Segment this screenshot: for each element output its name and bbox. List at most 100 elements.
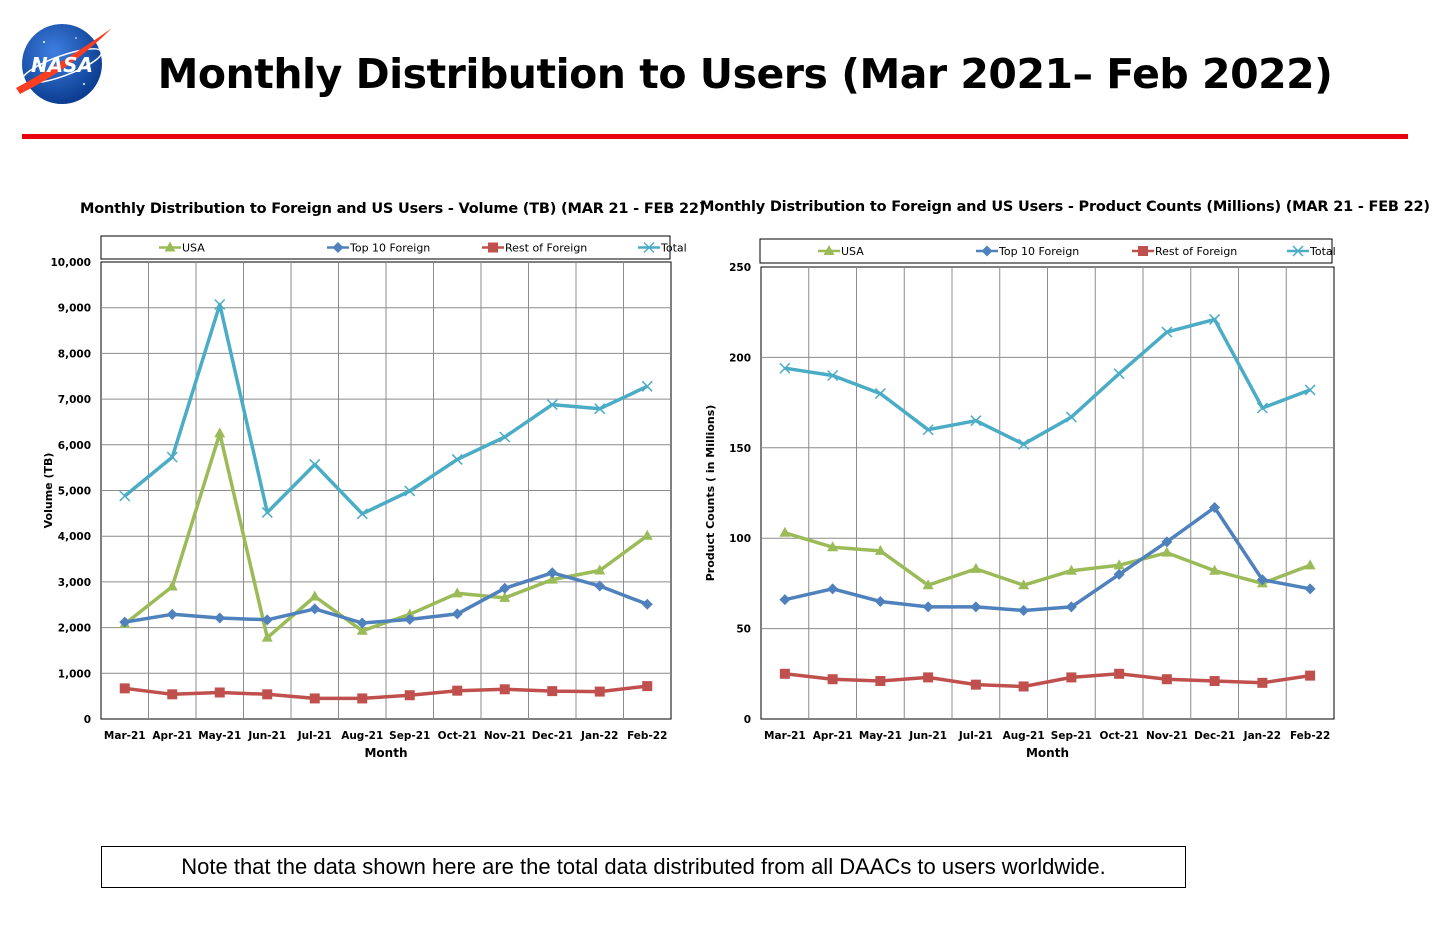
c1-legend-label: USA <box>182 242 205 255</box>
c1-xtick-label: Oct-21 <box>438 730 477 742</box>
c2-point-total <box>1256 402 1268 414</box>
c2-point-top-10-foreign <box>1018 605 1030 617</box>
c2-xtick-label: Oct-21 <box>1100 730 1139 742</box>
c2-legend-label: Top 10 Foreign <box>998 245 1079 258</box>
c1-series-top-10-foreign <box>119 567 653 629</box>
c2-legend-box <box>759 238 1333 264</box>
c2-ytick-label: 150 <box>729 443 751 455</box>
c2-point-top-10-foreign <box>1304 583 1316 595</box>
c1-point-top-10-foreign <box>404 613 416 625</box>
c1-point-top-10-foreign <box>214 612 226 624</box>
c1-legend-marker <box>332 242 344 253</box>
c1-legend-item: Total <box>638 242 687 255</box>
c1-point-usa <box>214 427 226 438</box>
c2-point-total <box>874 388 886 400</box>
c2-legend-item: Total <box>1287 245 1336 258</box>
c1-point-usa <box>166 580 178 591</box>
c2-xtick-label: Dec-21 <box>1194 730 1235 742</box>
c1-ytick-label: 5,000 <box>58 486 91 498</box>
c2-xtick-label: Aug-21 <box>1003 730 1045 742</box>
c1-point-rest-of-foreign <box>357 693 368 704</box>
c1-point-total <box>641 380 653 392</box>
c1-ytick-label: 9,000 <box>58 303 91 315</box>
c2-point-usa <box>779 526 791 537</box>
c2-point-rest-of-foreign <box>1161 674 1172 685</box>
c1-ytick-label: 10,000 <box>50 257 91 269</box>
c2-point-total <box>1065 411 1077 423</box>
c1-point-total <box>451 453 463 465</box>
c1-point-top-10-foreign <box>499 582 511 594</box>
c2-point-total <box>1209 313 1221 325</box>
c1-point-usa <box>356 624 368 635</box>
c1-point-top-10-foreign <box>641 598 653 610</box>
c2-point-top-10-foreign <box>1113 568 1125 580</box>
c1-point-total <box>356 508 368 520</box>
c2-point-usa <box>1113 559 1125 570</box>
c2-point-rest-of-foreign <box>779 668 790 679</box>
c2-legend-label: Total <box>1309 245 1336 258</box>
c2-xtick-label: Sep-21 <box>1051 730 1092 742</box>
c1-point-top-10-foreign <box>166 608 178 620</box>
c1-point-total <box>214 298 226 311</box>
c1-ytick-label: 8,000 <box>58 348 91 360</box>
c2-xtick-label: May-21 <box>859 730 902 742</box>
nasa-logo: NASA <box>16 24 112 104</box>
c1-xtick-label: Jul-21 <box>297 730 332 742</box>
c1-legend-item: Top 10 Foreign <box>327 242 430 255</box>
c1-point-top-10-foreign <box>356 617 368 629</box>
c1-ytick-label: 7,000 <box>58 394 91 406</box>
c1-xtick-label: Sep-21 <box>389 730 430 742</box>
c1-xtick-label: May-21 <box>198 730 241 742</box>
c1-point-usa <box>309 590 321 601</box>
c1-point-usa <box>641 529 653 540</box>
c2-point-total <box>779 362 791 374</box>
c1-point-rest-of-foreign <box>499 684 510 695</box>
c1-point-usa <box>594 564 606 575</box>
c2-point-total <box>1018 438 1030 450</box>
c1-point-rest-of-foreign <box>594 686 605 697</box>
c1-ytick-label: 0 <box>84 714 91 726</box>
c1-point-rest-of-foreign <box>214 687 225 698</box>
c2-ytick-label: 100 <box>729 533 751 545</box>
c1-xtick-label: Mar-21 <box>104 730 146 742</box>
c2-point-total <box>970 415 982 427</box>
c2-point-total <box>922 424 934 436</box>
c2-legend-marker <box>1138 246 1148 256</box>
c2-point-usa <box>1065 564 1077 575</box>
c2-xtick-label: Jun-21 <box>908 730 947 742</box>
c2-xtick-label: Nov-21 <box>1146 730 1188 742</box>
c2-point-rest-of-foreign <box>923 672 934 683</box>
c2-point-usa <box>1304 559 1316 570</box>
c2-point-rest-of-foreign <box>970 679 981 690</box>
c1-legend-item: USA <box>159 241 205 255</box>
c1-point-top-10-foreign <box>594 580 606 592</box>
c1-point-total <box>404 485 416 497</box>
c2-legend: USA Top 10 Foreign Rest of Foreign Total <box>759 238 1336 264</box>
c2-ytick-label: 50 <box>736 624 751 636</box>
c1-line-rest-of-foreign <box>124 684 648 701</box>
c1-point-total <box>166 451 178 463</box>
c1-ytick-label: 4,000 <box>58 531 91 543</box>
c1-point-rest-of-foreign <box>404 690 415 701</box>
c1-xtick-label: Nov-21 <box>484 730 526 742</box>
c1-ytick-label: 3,000 <box>58 577 91 589</box>
c1-series-rest-of-foreign <box>119 681 653 704</box>
c2-point-top-10-foreign <box>1256 574 1268 586</box>
c1-legend-label: Rest of Foreign <box>505 242 587 255</box>
c2-legend-item: Top 10 Foreign <box>976 245 1079 258</box>
c2-series-usa <box>779 526 1316 590</box>
c1-xtick-label: Aug-21 <box>341 730 383 742</box>
c1-point-usa <box>451 587 463 598</box>
c1-legend-marker <box>164 241 176 252</box>
c2-xaxis-label: Month <box>1026 746 1069 760</box>
c2-legend-label: Rest of Foreign <box>1155 245 1237 258</box>
c1-legend: USA Top 10 Foreign Rest of Foreign Total <box>100 235 687 260</box>
c1-point-total <box>309 458 321 470</box>
c2-point-rest-of-foreign <box>1018 681 1029 692</box>
c1-legend-label: Top 10 Foreign <box>349 242 430 255</box>
chart1-title: Monthly Distribution to Foreign and US U… <box>80 201 706 217</box>
volume-chart: USA Top 10 Foreign Rest of Foreign Total 0 1,… <box>42 235 687 760</box>
c1-point-total <box>594 403 606 415</box>
c2-xtick-label: Mar-21 <box>764 730 806 742</box>
c2-legend-marker <box>981 245 993 257</box>
